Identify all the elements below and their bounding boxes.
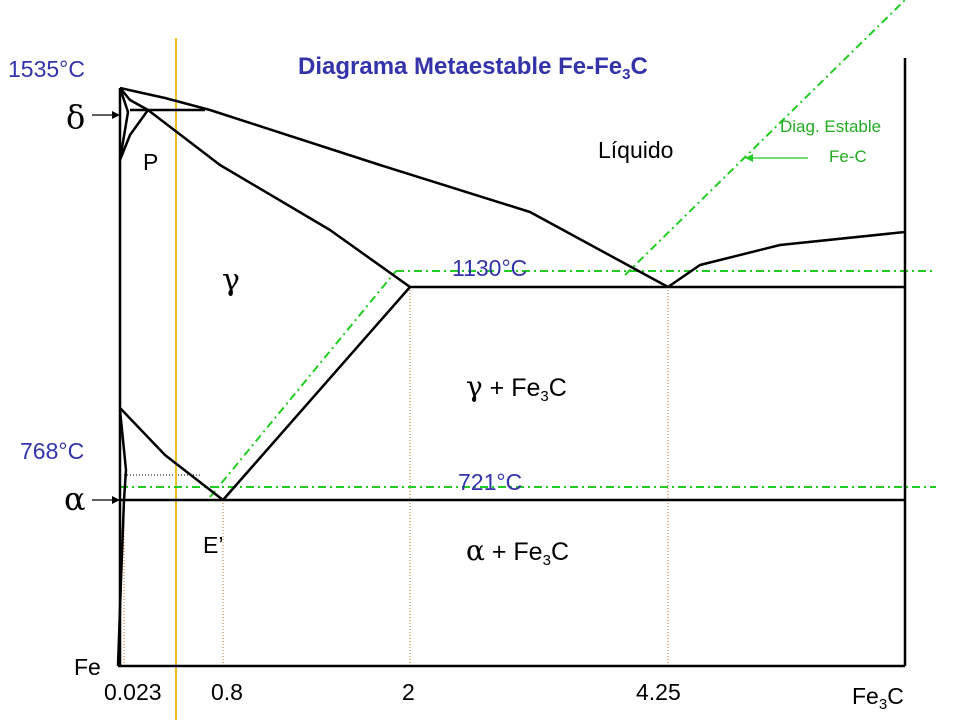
stable-note-arrow (745, 154, 808, 162)
alpha-arrowhead (112, 496, 120, 504)
alpha-solvus-upper (118, 409, 128, 501)
fe3c-axis-label: Fe3C (852, 683, 904, 713)
curie-temperature-label: 768°C (20, 438, 84, 464)
acm-line (222, 286, 411, 501)
phase-boundaries (116, 58, 907, 668)
stable-liquidus-line (624, 0, 906, 276)
tick-label-425: 4.25 (636, 679, 681, 705)
melting-temperature-label: 1535°C (8, 56, 85, 82)
diagram-title: Diagrama Metaestable Fe-Fe3C (298, 53, 648, 83)
fe-axis-label: Fe (74, 654, 101, 680)
stable-note-arrowhead (745, 154, 753, 162)
peritectic-point-label: P (143, 149, 158, 175)
eutectoid-point-label: E’ (203, 532, 223, 558)
eutectic-temperature-label: 1130°C (452, 255, 527, 281)
stable-acm-line (209, 270, 397, 498)
eutectoid-temperature-label: 721°C (458, 469, 522, 495)
gamma-phase-label: γ (222, 263, 240, 298)
tick-label-08: 0.8 (211, 679, 243, 705)
gamma-fe3c-region-label: γ + Fe3C (466, 370, 567, 405)
liquidus-left (119, 86, 669, 289)
delta-phase-label: δ (66, 98, 85, 136)
tick-label-2: 2 (402, 679, 415, 705)
composition-markers (123, 287, 669, 666)
alpha-fe3c-region-label: α + Fe3C (466, 534, 569, 569)
tick-label-0023: 0.023 (104, 679, 162, 705)
alpha-phase-label: α (64, 480, 86, 518)
delta-arrowhead (112, 111, 120, 119)
delta-boundary-top (119, 87, 149, 112)
liquid-phase-label: Líquido (598, 137, 673, 163)
stable-diagram-note-line2: Fe-C (829, 147, 867, 166)
liquidus-right (667, 230, 906, 289)
stable-diagram-note-line1: Diag. Estable (780, 117, 881, 136)
alpha-solvus-lower (116, 499, 126, 667)
a3-line (119, 407, 224, 501)
delta-boundary-bottom (118, 109, 150, 161)
phase-arrows (92, 111, 120, 504)
stable-diagram-lines (120, 0, 936, 498)
delta-inner-boundary (118, 87, 130, 161)
solidus-line (147, 109, 411, 289)
